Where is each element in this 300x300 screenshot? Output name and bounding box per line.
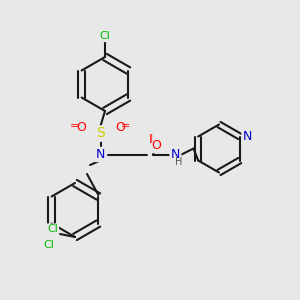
- Text: Cl: Cl: [43, 239, 54, 250]
- Text: N: N: [171, 148, 180, 161]
- Text: Cl: Cl: [47, 224, 58, 235]
- Text: O: O: [76, 121, 86, 134]
- Text: ‖: ‖: [149, 134, 154, 143]
- Text: =: =: [70, 121, 79, 131]
- Text: N: N: [243, 130, 252, 143]
- Text: O: O: [115, 121, 125, 134]
- Text: =: =: [121, 121, 130, 131]
- Text: H: H: [176, 157, 183, 167]
- Text: Cl: Cl: [100, 31, 110, 41]
- Text: O: O: [151, 139, 161, 152]
- Text: S: S: [96, 127, 105, 140]
- Text: N: N: [96, 148, 105, 161]
